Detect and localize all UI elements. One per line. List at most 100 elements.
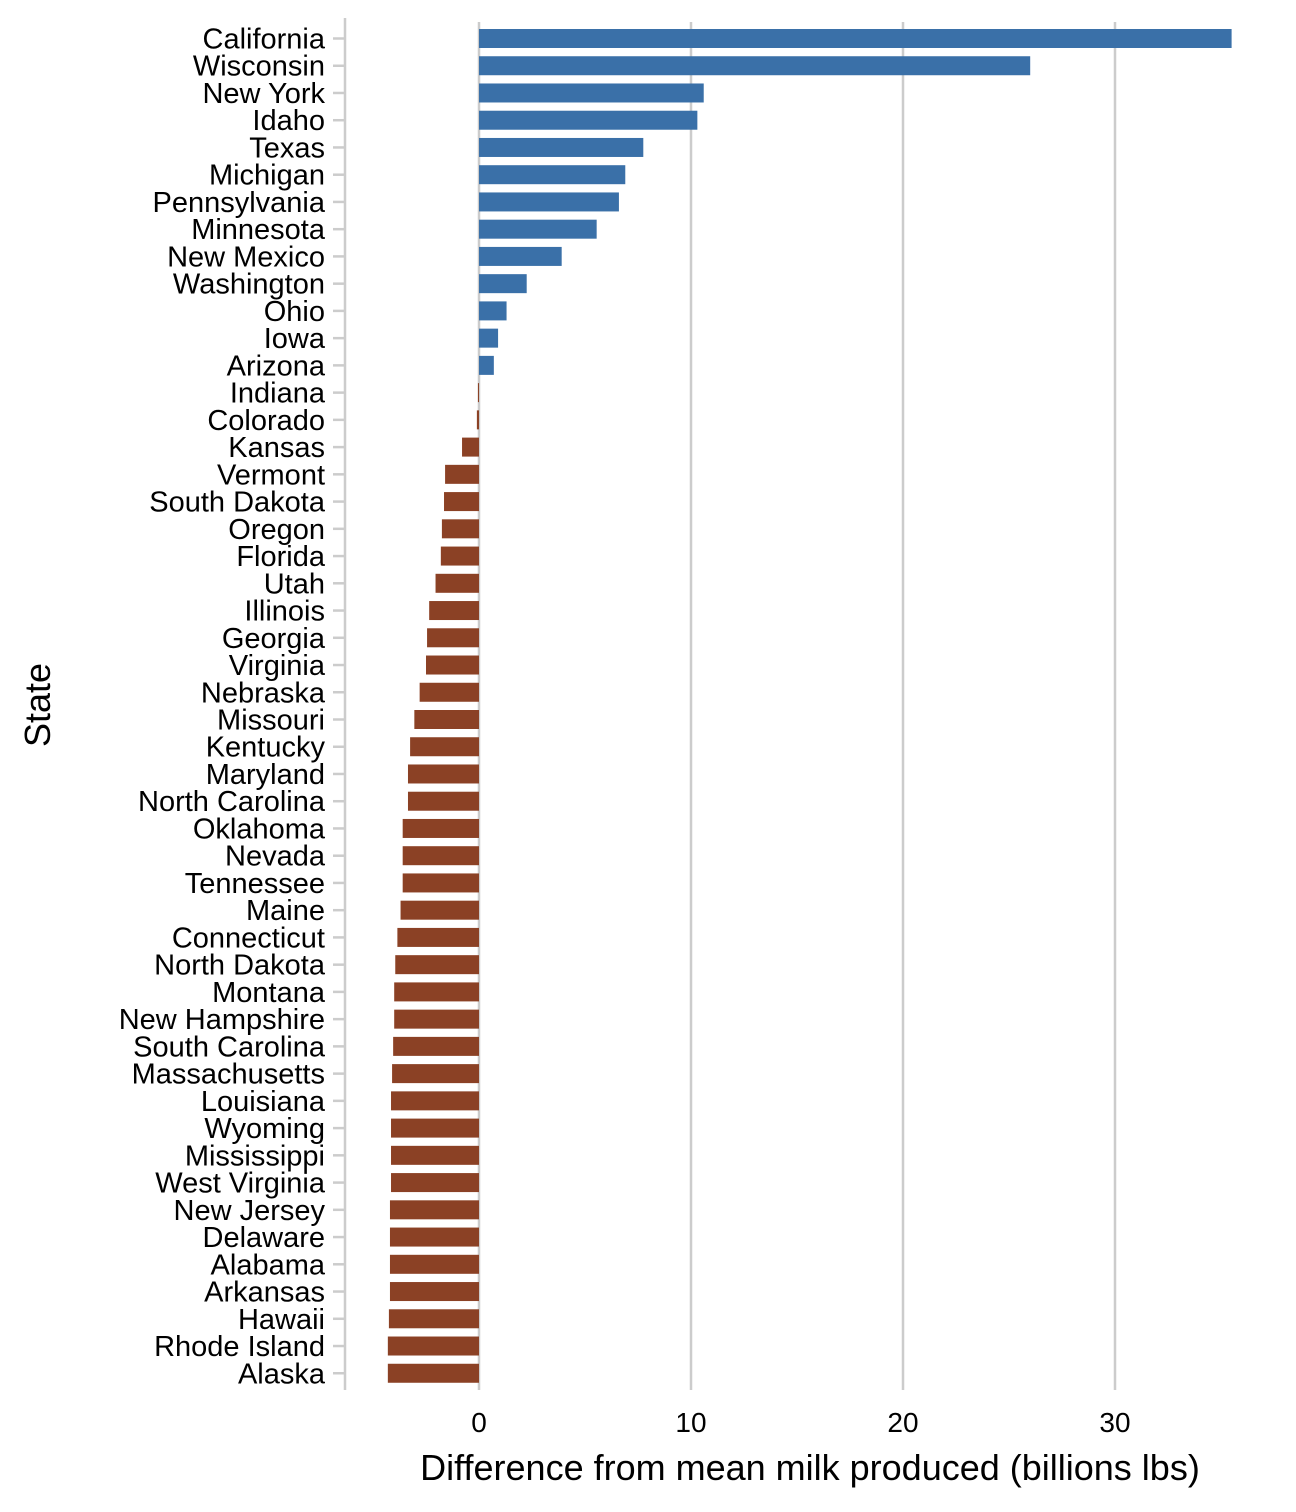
x-tick-label: 0: [471, 1407, 487, 1438]
bar-oregon: [441, 519, 479, 539]
bar-alabama: [389, 1254, 479, 1274]
y-tick-label: Louisiana: [201, 1086, 326, 1118]
y-tick-label: Colorado: [207, 405, 325, 437]
y-tick-label: Kentucky: [206, 732, 326, 764]
y-tick-label: Illinois: [244, 596, 325, 628]
bar-georgia: [427, 628, 479, 648]
bar-pennsylvania: [479, 192, 619, 212]
bar-washington: [479, 274, 527, 294]
y-tick-label: New Hampshire: [119, 1004, 325, 1036]
y-tick-label: Nebraska: [201, 677, 326, 709]
y-tick-label: North Carolina: [138, 786, 326, 818]
y-tick-label: North Dakota: [154, 950, 326, 982]
bar-south-carolina: [393, 1036, 479, 1056]
bar-louisiana: [391, 1091, 479, 1111]
bar-arkansas: [389, 1282, 479, 1302]
bar-connecticut: [397, 927, 479, 947]
y-tick-label: West Virginia: [155, 1168, 326, 1200]
y-tick-label: Virginia: [229, 650, 326, 682]
y-tick-label: California: [203, 24, 326, 56]
bar-west-virginia: [391, 1173, 479, 1193]
bar-colorado: [476, 410, 479, 430]
y-tick-label: Iowa: [264, 323, 326, 355]
y-tick-label: Maine: [246, 895, 325, 927]
bar-nebraska: [419, 682, 479, 702]
bar-hawaii: [388, 1309, 479, 1329]
y-tick-label: Michigan: [209, 160, 325, 192]
bar-wyoming: [391, 1118, 479, 1138]
bar-florida: [440, 546, 479, 566]
bar-michigan: [479, 165, 626, 185]
y-tick-label: Mississippi: [185, 1140, 325, 1172]
y-tick-label: Utah: [264, 568, 325, 600]
bar-nevada: [402, 846, 479, 866]
y-tick-label: Georgia: [222, 623, 326, 655]
bar-virginia: [426, 655, 479, 675]
y-tick-label: Alabama: [211, 1249, 326, 1281]
y-tick-label: Indiana: [230, 378, 326, 410]
y-tick-label: New York: [202, 78, 325, 110]
bar-new-york: [479, 83, 704, 103]
y-tick-label: Minnesota: [191, 214, 326, 246]
bar-south-dakota: [444, 492, 479, 512]
y-tick-label: Oregon: [228, 514, 325, 546]
bar-indiana: [477, 383, 479, 403]
bar-iowa: [479, 328, 499, 348]
bars: [387, 29, 1232, 1383]
x-tick-label: 10: [675, 1407, 706, 1438]
bar-kentucky: [410, 737, 479, 757]
y-tick-label: Missouri: [217, 705, 325, 737]
bar-tennessee: [402, 873, 479, 893]
y-tick-label: Connecticut: [172, 922, 325, 954]
y-tick-label: Nevada: [225, 841, 326, 873]
bar-idaho: [479, 110, 698, 130]
bar-kansas: [462, 437, 479, 457]
bar-north-dakota: [395, 955, 479, 975]
y-tick-label: Vermont: [217, 459, 325, 491]
y-tick-label: Rhode Island: [154, 1331, 325, 1363]
bar-utah: [435, 573, 479, 593]
bar-new-jersey: [389, 1200, 479, 1220]
bar-alaska: [387, 1363, 479, 1383]
y-tick-label: Idaho: [252, 105, 325, 137]
x-tick-label: 30: [1099, 1407, 1130, 1438]
y-tick-label: Ohio: [264, 296, 325, 328]
bar-massachusetts: [392, 1064, 479, 1084]
bar-rhode-island: [387, 1336, 479, 1356]
x-tick-label: 20: [887, 1407, 918, 1438]
bar-california: [479, 29, 1232, 48]
bar-texas: [479, 137, 644, 157]
bar-ohio: [479, 301, 507, 321]
bar-vermont: [445, 464, 479, 484]
y-axis-title: State: [17, 663, 58, 747]
bar-missouri: [414, 710, 479, 729]
y-tick-label: South Carolina: [133, 1031, 326, 1063]
bar-maine: [400, 900, 479, 920]
y-tick-label: Tennessee: [185, 868, 325, 900]
y-tick-label: New Jersey: [174, 1195, 326, 1227]
bar-maryland: [407, 764, 479, 784]
y-tick-label: Maryland: [206, 759, 325, 791]
x-axis: 0 10 20 30: [471, 1407, 1130, 1438]
y-tick-label: Arkansas: [204, 1277, 325, 1309]
y-tick-label: Hawaii: [238, 1304, 325, 1336]
y-tick-label: Massachusetts: [132, 1059, 325, 1091]
bar-arizona: [479, 355, 494, 375]
y-tick-label: Wyoming: [204, 1113, 325, 1145]
bar-minnesota: [479, 219, 597, 239]
bar-oklahoma: [402, 818, 479, 838]
y-tick-label: Washington: [173, 269, 325, 301]
y-tick-label: Florida: [236, 541, 326, 573]
y-tick-label: Oklahoma: [193, 813, 326, 845]
bar-north-carolina: [407, 791, 479, 811]
y-tick-label: Kansas: [228, 432, 325, 464]
y-tick-label: Alaska: [238, 1358, 326, 1390]
y-tick-label: Montana: [212, 977, 326, 1009]
bar-new-hampshire: [394, 1009, 479, 1029]
bar-wisconsin: [479, 56, 1031, 76]
bar-delaware: [389, 1227, 479, 1247]
bar-montana: [394, 982, 479, 1002]
y-tick-label: Wisconsin: [193, 51, 325, 83]
